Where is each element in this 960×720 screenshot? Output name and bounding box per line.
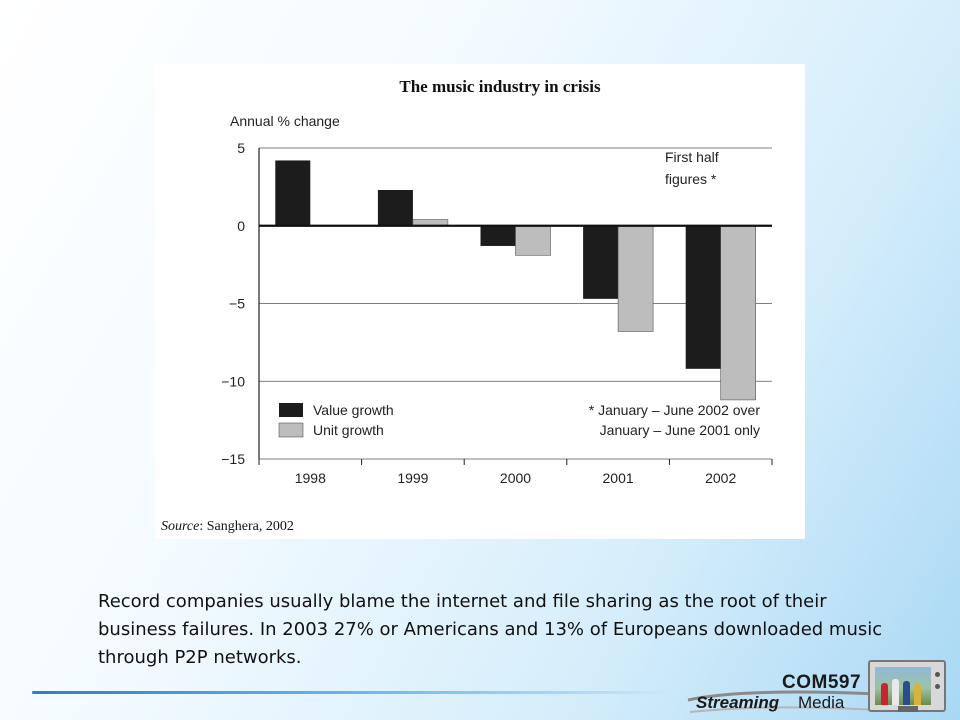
bar-unit-growth-2002 <box>720 225 757 401</box>
swoosh-icon <box>687 690 879 713</box>
chart-panel: The music industry in crisis Annual % ch… <box>155 64 805 539</box>
y-tick-label: 5 <box>237 140 245 156</box>
bar-value-growth-2002 <box>685 225 721 369</box>
source-note: Source: Sanghera, 2002 <box>161 519 294 534</box>
bar-unit-growth-2001 <box>617 225 654 332</box>
legend-label-unit-growth: Unit growth <box>313 422 384 438</box>
x-tick-label: 2002 <box>705 470 736 486</box>
bars <box>275 160 757 401</box>
x-tick-label: 2000 <box>500 470 531 486</box>
y-tick-label: −15 <box>221 451 245 467</box>
footnote-line2: January – June 2001 only <box>600 422 760 438</box>
first-half-note-line2: figures * <box>665 171 717 187</box>
y-tick-label: 0 <box>237 218 245 234</box>
legend-swatch-value-growth <box>279 403 303 417</box>
logo-word-streaming: Streaming <box>696 693 780 712</box>
source-label: Source <box>161 519 199 534</box>
y-tick-label: −10 <box>221 373 245 389</box>
slide-caption: Record companies usually blame the inter… <box>98 591 883 668</box>
x-tick-labels: 1998 1999 2000 2001 2002 <box>295 470 737 486</box>
axes <box>258 148 773 465</box>
x-tick-label: 1998 <box>295 470 326 486</box>
first-half-note-line1: First half <box>665 149 719 165</box>
bar-value-growth-1998 <box>275 160 311 226</box>
x-tick-label: 1999 <box>397 470 428 486</box>
legend-swatch-unit-growth <box>278 422 304 438</box>
tv-icon <box>868 660 946 712</box>
tv-stand <box>898 706 918 712</box>
logo-word-media: Media <box>798 693 845 712</box>
chart-title: The music industry in crisis <box>399 77 601 96</box>
source-text: : Sanghera, 2002 <box>199 519 293 534</box>
bar-value-growth-2000 <box>480 225 516 246</box>
footer-divider <box>32 691 677 694</box>
bar-value-growth-2001 <box>583 225 619 299</box>
y-tick-labels: 5 0 −5 −10 −15 <box>221 140 245 467</box>
y-tick-label: −5 <box>229 296 245 312</box>
legend: Value growth Unit growth <box>278 402 394 438</box>
tv-screen-photo <box>875 667 931 705</box>
footnote-line1: * January – June 2002 over <box>589 402 761 418</box>
logo-course-code: COM597 <box>782 672 862 693</box>
bar-value-growth-1999 <box>377 189 413 226</box>
bar-chart: The music industry in crisis Annual % ch… <box>161 77 773 534</box>
legend-label-value-growth: Value growth <box>313 402 394 418</box>
y-axis-label: Annual % change <box>230 113 340 129</box>
x-tick-label: 2001 <box>603 470 634 486</box>
bar-unit-growth-2000 <box>515 225 551 256</box>
course-logo: COM597 Streaming Media <box>686 664 886 716</box>
